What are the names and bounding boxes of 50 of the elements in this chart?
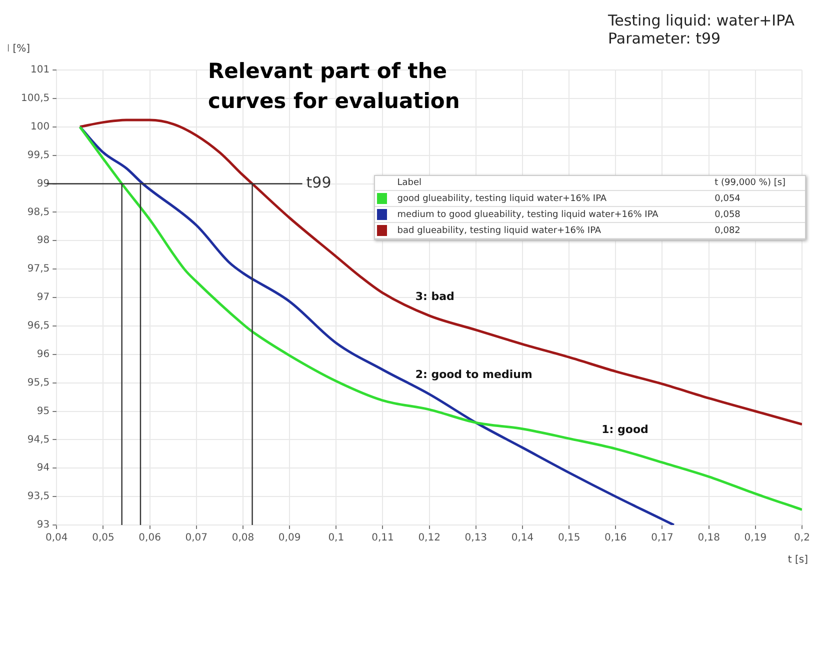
chart-subtitle: Testing liquid: water+IPA Parameter: t99 <box>607 11 796 48</box>
y-axis-title: I [%] <box>6 44 30 55</box>
x-tick-label: 0,16 <box>604 532 627 544</box>
x-tick-label: 0,08 <box>232 532 254 544</box>
x-tick-label: 0,13 <box>464 532 488 544</box>
x-tick-label: 0,12 <box>418 532 440 544</box>
annotation: 0,058 <box>708 206 805 222</box>
annotation: 1: good <box>602 422 648 436</box>
y-tick-label: 100,5 <box>20 93 50 104</box>
y-tick-label: 94 <box>36 462 50 474</box>
annotation: 0,082 <box>708 222 805 238</box>
y-tick-label: 93,5 <box>27 491 50 502</box>
x-tick-label: 0,04 <box>45 532 68 544</box>
annotation: t (99,000 %) [s] <box>708 176 805 190</box>
y-tick-label: 96,5 <box>27 320 50 332</box>
x-tick-label: 0,18 <box>698 532 720 544</box>
y-tick-label: 93 <box>36 520 50 531</box>
x-tick-label: 0,05 <box>92 532 114 544</box>
legend-label: good glueability, testing liquid water+16% IPA <box>391 190 709 206</box>
y-tick-label: 97 <box>36 292 50 304</box>
ref-line-label: t99 <box>306 174 332 192</box>
y-tick-label: 98 <box>36 235 50 246</box>
y-tick-label: 96 <box>36 348 50 360</box>
y-tick-label: 95 <box>36 406 50 417</box>
y-tick-label: 100 <box>30 121 50 132</box>
x-tick-label: 0,09 <box>278 532 301 544</box>
y-tick-label: 101 <box>30 64 50 76</box>
annotation: 0,054 <box>708 190 805 206</box>
x-tick-label: 0,15 <box>558 532 580 544</box>
x-tick-label: 0,2 <box>794 532 810 544</box>
legend-title: Label <box>391 176 709 190</box>
x-tick-label: 0,1 <box>328 532 344 544</box>
x-tick-label: 0,17 <box>651 532 674 544</box>
x-tick-label: 0,14 <box>511 532 534 544</box>
legend-label: medium to good glueability, testing liquid water+16% IPA <box>391 206 709 222</box>
annotation: 2: good to medium <box>415 368 532 382</box>
y-tick-label: 99 <box>36 178 50 190</box>
x-tick-label: 0,07 <box>185 532 208 544</box>
legend-label: bad glueability, testing liquid water+16% IPA <box>391 222 709 238</box>
x-axis-title: t [s] <box>788 554 808 566</box>
x-tick-label: 0,11 <box>372 532 394 544</box>
y-tick-label: 94,5 <box>27 434 50 446</box>
y-tick-label: 95,5 <box>27 377 50 388</box>
y-tick-label: 98,5 <box>27 206 50 218</box>
y-tick-label: 97,5 <box>27 264 50 275</box>
y-tick-label: 99,5 <box>27 150 50 161</box>
chart-title: Relevant part of the curves for evaluation <box>208 59 460 113</box>
x-tick-label: 0,06 <box>138 532 161 544</box>
annotation: 3: bad <box>415 290 454 303</box>
x-tick-label: 0,19 <box>744 532 767 544</box>
